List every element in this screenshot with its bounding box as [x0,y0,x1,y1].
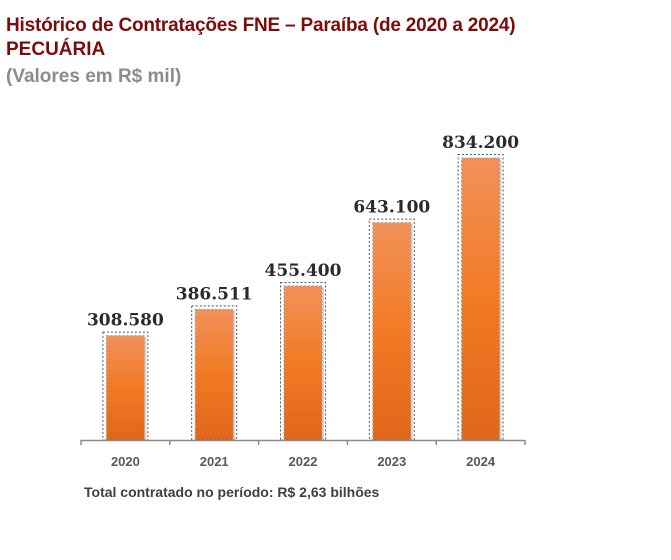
x-axis [80,439,526,445]
labels-layer: 308.580 2020 386.511 2021 455.400 2022 643.100… [87,133,519,469]
value-label: 455.400 [265,261,342,281]
bar-2021 [194,308,234,441]
total-annotation: Total contratado no período: R$ 2,63 bil… [84,484,380,500]
category-label: 2024 [466,454,496,469]
bar-2024 [461,157,501,441]
category-label: 2021 [200,454,229,469]
bar-2023 [372,222,412,441]
units-label: (Valores em R$ mil) [6,66,182,87]
bar-2020 [105,335,145,441]
bar-2022 [283,285,323,441]
category-label: 2022 [289,454,318,469]
bars-layer [102,154,504,441]
value-label: 643.100 [353,198,430,218]
category-label: 2020 [111,454,140,469]
value-label: 386.511 [176,284,253,304]
value-label: 308.580 [87,311,164,331]
chart-title: Histórico de Contratações FNE – Paraíba … [6,15,516,36]
value-label: 834.200 [442,133,519,153]
category-label: 2023 [377,454,406,469]
chart-subtitle: PECUÁRIA [6,39,106,60]
